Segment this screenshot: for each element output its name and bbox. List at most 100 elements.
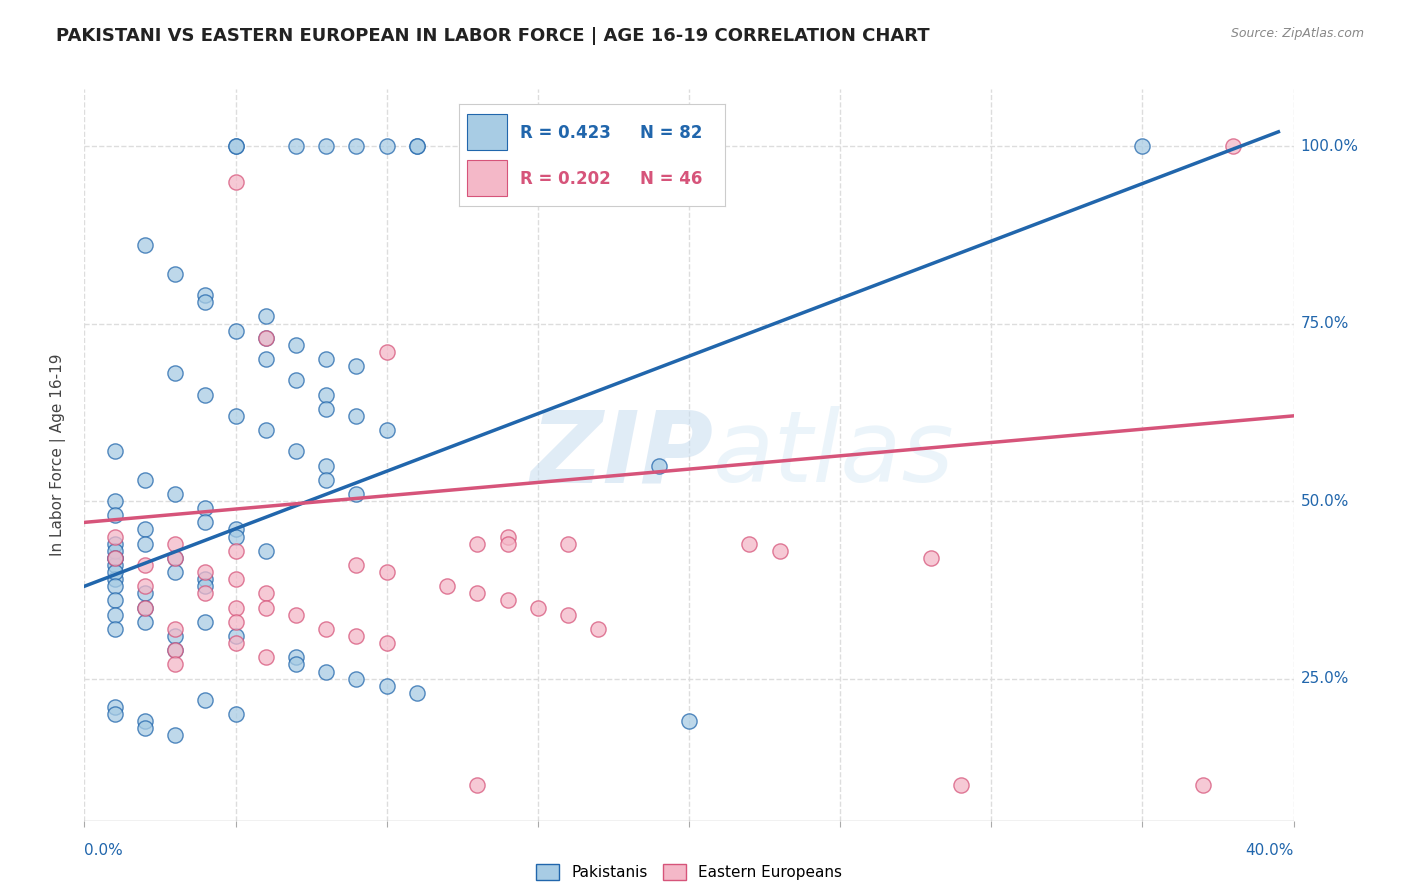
Point [436, 579, 458, 593]
Point [194, 579, 217, 593]
Point [104, 579, 127, 593]
Point [225, 572, 247, 586]
Point [315, 352, 337, 367]
Point [163, 728, 186, 742]
Point [104, 550, 127, 565]
Text: 100.0%: 100.0% [1301, 138, 1358, 153]
Point [163, 366, 186, 380]
Point [496, 537, 519, 551]
Point [134, 523, 156, 537]
Point [104, 494, 127, 508]
Point [134, 600, 156, 615]
Text: PAKISTANI VS EASTERN EUROPEAN IN LABOR FORCE | AGE 16-19 CORRELATION CHART: PAKISTANI VS EASTERN EUROPEAN IN LABOR F… [56, 27, 929, 45]
Point [950, 778, 973, 792]
Point [284, 657, 308, 672]
Point [1130, 139, 1153, 153]
Point [104, 572, 127, 586]
Point [284, 650, 308, 665]
Text: Source: ZipAtlas.com: Source: ZipAtlas.com [1230, 27, 1364, 40]
Point [920, 550, 942, 565]
Point [104, 700, 127, 714]
Point [1222, 139, 1244, 153]
Point [254, 331, 277, 345]
Point [406, 139, 429, 153]
Point [315, 665, 337, 679]
Point [194, 288, 217, 302]
Text: 75.0%: 75.0% [1301, 316, 1348, 331]
Point [647, 458, 671, 473]
Point [346, 409, 368, 423]
Point [346, 558, 368, 572]
Point [254, 423, 277, 437]
Point [104, 565, 127, 579]
Point [134, 473, 156, 487]
Point [225, 139, 247, 153]
Point [104, 530, 127, 544]
Point [104, 537, 127, 551]
Point [496, 593, 519, 607]
Point [225, 409, 247, 423]
Point [163, 643, 186, 657]
Point [225, 600, 247, 615]
Text: 0.0%: 0.0% [84, 843, 124, 858]
Point [254, 600, 277, 615]
Point [225, 707, 247, 722]
Point [194, 516, 217, 530]
Point [375, 139, 398, 153]
Point [375, 636, 398, 650]
Point [163, 565, 186, 579]
Point [254, 310, 277, 324]
Point [134, 722, 156, 736]
Point [406, 686, 429, 700]
Point [284, 338, 308, 352]
Point [496, 530, 519, 544]
Point [254, 352, 277, 367]
Text: 40.0%: 40.0% [1246, 843, 1294, 858]
Point [134, 615, 156, 629]
Point [526, 600, 548, 615]
Text: atlas: atlas [713, 407, 955, 503]
Point [104, 508, 127, 523]
Point [104, 622, 127, 636]
Point [375, 423, 398, 437]
Point [104, 558, 127, 572]
Point [346, 359, 368, 373]
Point [315, 401, 337, 416]
Point [134, 238, 156, 252]
Point [163, 267, 186, 281]
Point [254, 650, 277, 665]
Point [134, 579, 156, 593]
Point [346, 672, 368, 686]
Point [284, 139, 308, 153]
Point [194, 693, 217, 707]
Point [194, 295, 217, 310]
Point [104, 707, 127, 722]
Point [254, 543, 277, 558]
Point [315, 622, 337, 636]
Point [225, 629, 247, 643]
Point [406, 139, 429, 153]
Point [315, 139, 337, 153]
Point [375, 345, 398, 359]
Point [134, 586, 156, 600]
Point [194, 387, 217, 401]
Point [467, 778, 489, 792]
Point [134, 537, 156, 551]
Point [194, 565, 217, 579]
Point [375, 679, 398, 693]
Point [163, 622, 186, 636]
Point [315, 458, 337, 473]
Point [134, 558, 156, 572]
Point [225, 615, 247, 629]
Point [315, 473, 337, 487]
Point [284, 444, 308, 458]
Legend: Pakistanis, Eastern Europeans: Pakistanis, Eastern Europeans [530, 858, 848, 886]
Y-axis label: In Labor Force | Age 16-19: In Labor Force | Age 16-19 [49, 353, 66, 557]
Point [163, 550, 186, 565]
Point [346, 629, 368, 643]
Point [104, 543, 127, 558]
Point [104, 550, 127, 565]
Text: 25.0%: 25.0% [1301, 671, 1348, 686]
Point [194, 586, 217, 600]
Point [225, 523, 247, 537]
